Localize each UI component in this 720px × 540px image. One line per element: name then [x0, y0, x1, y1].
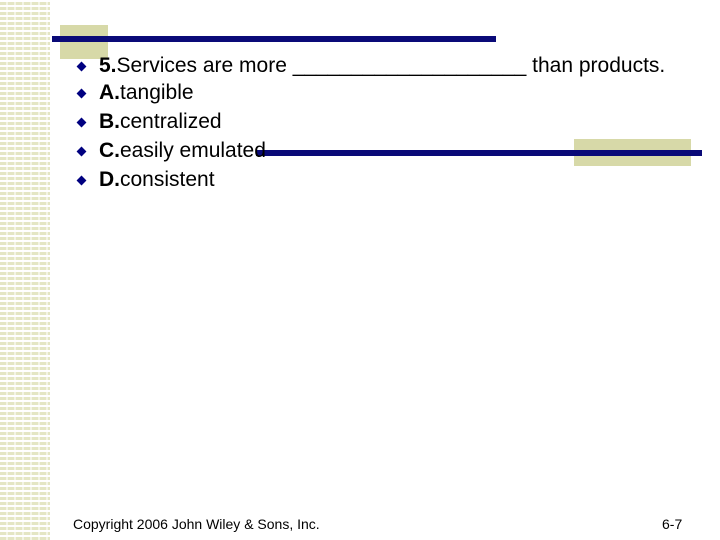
question-text: Services are more ____________________ t…	[116, 54, 666, 77]
decorative-top-rule	[52, 36, 496, 42]
option-item-a: A.tangible	[76, 78, 678, 107]
diamond-bullet-icon	[76, 117, 87, 128]
option-item-b: B.centralized	[76, 107, 678, 136]
option-text: centralized	[120, 110, 222, 133]
question-number: 5.	[99, 54, 117, 77]
diamond-bullet-icon	[76, 175, 87, 186]
option-text: consistent	[120, 168, 215, 191]
option-letter: A.	[99, 81, 120, 104]
option-item-d: D.consistent	[76, 165, 678, 194]
diamond-bullet-icon	[76, 61, 87, 72]
copyright-footer: Copyright 2006 John Wiley & Sons, Inc.	[73, 516, 320, 532]
question-list: 5.Services are more ____________________…	[76, 54, 678, 194]
diamond-bullet-icon	[76, 146, 87, 157]
diamond-bullet-icon	[76, 88, 87, 99]
decorative-stripe-bar	[0, 0, 50, 540]
option-letter: C.	[99, 139, 120, 162]
question-item: 5.Services are more ____________________…	[76, 54, 678, 78]
option-text: easily emulated	[120, 139, 266, 162]
decorative-top-box	[60, 25, 108, 59]
option-text: tangible	[120, 81, 194, 104]
option-letter: D.	[99, 168, 120, 191]
option-item-c: C.easily emulated	[76, 136, 678, 165]
page-number: 6-7	[662, 516, 683, 532]
decorative-mid-rule	[256, 150, 702, 156]
option-letter: B.	[99, 110, 120, 133]
